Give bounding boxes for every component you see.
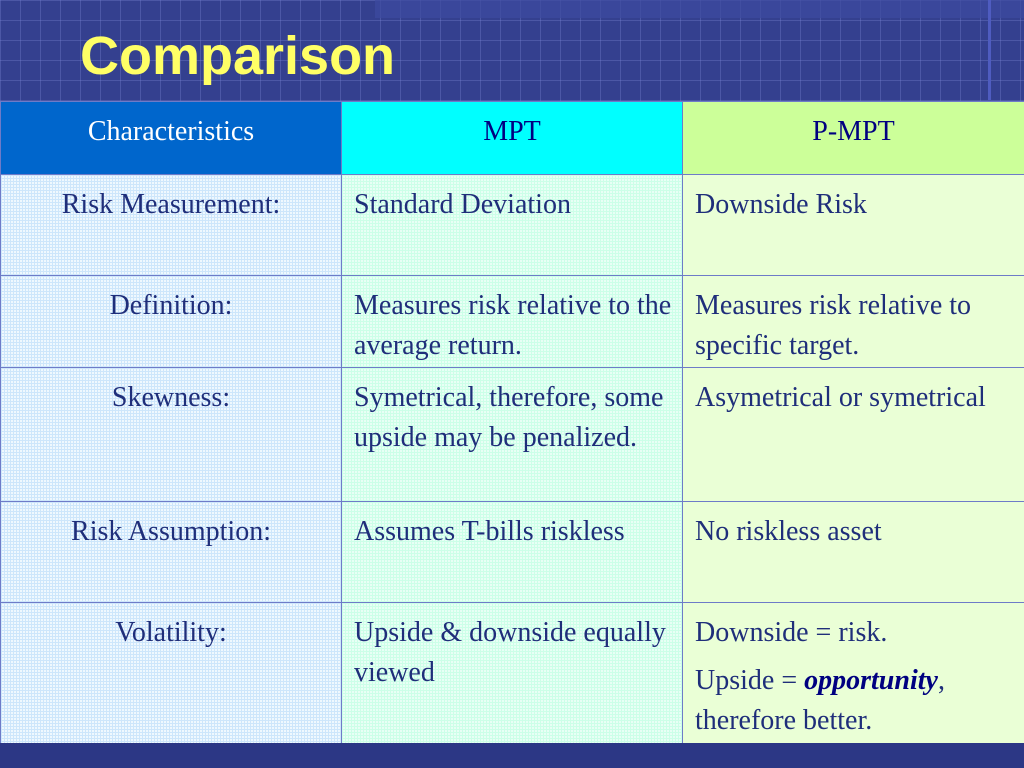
decor-vertical-line (988, 0, 991, 100)
header-mpt: MPT (341, 101, 683, 175)
upside-prefix: Upside = (695, 665, 805, 696)
table-row: Risk Measurement: Standard Deviation Dow… (0, 174, 1024, 276)
header-row: Characteristics MPT P-MPT (0, 101, 1024, 175)
bottom-decor-band (0, 743, 1024, 768)
mpt-cell: Assumes T-bills riskless (341, 501, 683, 603)
mpt-cell: Standard Deviation (341, 174, 683, 276)
header-pmpt: P-MPT (682, 101, 1024, 175)
row-label: Risk Measurement: (0, 174, 342, 276)
pmpt-cell: Asymetrical or symetrical (682, 367, 1024, 502)
table-row: Risk Assumption: Assumes T-bills riskles… (0, 501, 1024, 603)
comparison-table: Characteristics MPT P-MPT Risk Measureme… (0, 101, 1024, 744)
pmpt-cell: Downside = risk. Upside = opportunity, t… (682, 602, 1024, 744)
row-label: Definition: (0, 275, 342, 368)
table-row: Skewness: Symetrical, therefore, some up… (0, 367, 1024, 502)
table-row: Definition: Measures risk relative to th… (0, 275, 1024, 368)
row-label: Risk Assumption: (0, 501, 342, 603)
pmpt-volatility-line1: Downside = risk. (695, 617, 888, 648)
mpt-cell: Measures risk relative to the average re… (341, 275, 683, 368)
row-label: Volatility: (0, 602, 342, 744)
pmpt-cell: Downside Risk (682, 174, 1024, 276)
upside-suffix: , therefore better. (695, 665, 945, 736)
row-label: Skewness: (0, 367, 342, 502)
opportunity-emphasis: opportunity (804, 665, 938, 696)
mpt-cell: Symetrical, therefore, some upside may b… (341, 367, 683, 502)
pmpt-cell: No riskless asset (682, 501, 1024, 603)
mpt-cell: Upside & downside equally viewed (341, 602, 683, 744)
mpt-cell-text: Assumes T-bills riskless (354, 516, 625, 547)
top-decor-band (375, 0, 1024, 18)
table-row: Volatility: Upside & downside equally vi… (0, 602, 1024, 744)
pmpt-volatility-line2: Upside = opportunity, therefore better. (695, 661, 1014, 741)
header-characteristics: Characteristics (0, 101, 342, 175)
slide-title: Comparison (80, 26, 396, 86)
pmpt-cell: Measures risk relative to specific targe… (682, 275, 1024, 368)
